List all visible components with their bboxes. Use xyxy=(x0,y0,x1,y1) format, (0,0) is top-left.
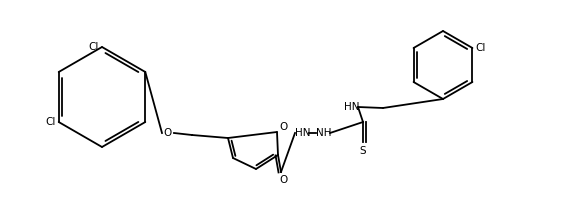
Text: O: O xyxy=(279,122,287,132)
Text: Cl: Cl xyxy=(46,117,56,127)
Text: HN: HN xyxy=(295,128,311,138)
Text: O: O xyxy=(280,175,288,185)
Text: Cl: Cl xyxy=(88,42,99,52)
Text: NH: NH xyxy=(316,128,332,138)
Text: HN: HN xyxy=(344,102,360,112)
Text: O: O xyxy=(164,128,172,138)
Text: S: S xyxy=(360,146,367,156)
Text: Cl: Cl xyxy=(475,43,486,53)
